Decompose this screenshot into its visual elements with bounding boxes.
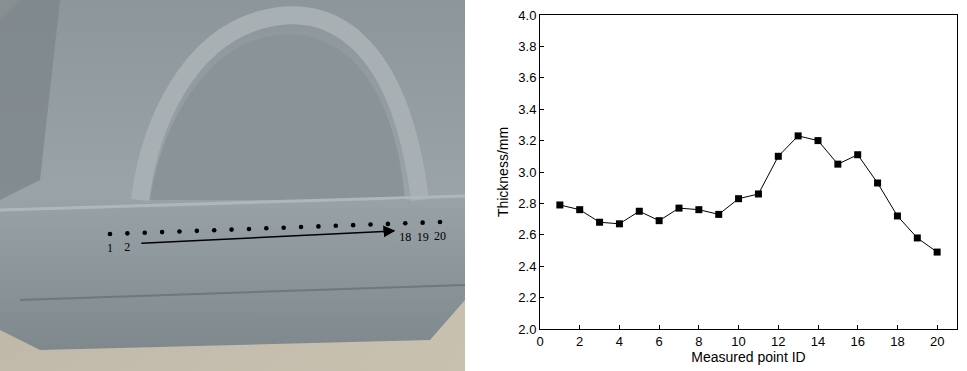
svg-text:3.8: 3.8: [518, 39, 536, 54]
svg-text:3.4: 3.4: [518, 102, 536, 117]
svg-text:4: 4: [616, 334, 623, 349]
svg-text:14: 14: [811, 334, 825, 349]
svg-text:Thickness/mm: Thickness/mm: [495, 127, 511, 217]
svg-text:2.6: 2.6: [518, 227, 536, 242]
svg-text:4.0: 4.0: [518, 8, 536, 23]
svg-text:6: 6: [656, 334, 663, 349]
svg-text:18: 18: [399, 230, 411, 244]
svg-text:2.8: 2.8: [518, 196, 536, 211]
svg-text:3.0: 3.0: [518, 165, 536, 180]
svg-text:2.4: 2.4: [518, 259, 536, 274]
svg-text:2.0: 2.0: [518, 322, 536, 337]
svg-text:18: 18: [890, 334, 904, 349]
svg-text:20: 20: [434, 229, 446, 243]
svg-text:19: 19: [417, 230, 429, 244]
svg-text:Measured point ID: Measured point ID: [691, 349, 805, 365]
svg-text:1: 1: [107, 241, 113, 255]
svg-text:3.6: 3.6: [518, 70, 536, 85]
svg-text:2: 2: [576, 334, 583, 349]
svg-text:8: 8: [695, 334, 702, 349]
svg-text:10: 10: [731, 334, 745, 349]
svg-text:2.2: 2.2: [518, 290, 536, 305]
svg-text:0: 0: [536, 334, 543, 349]
svg-text:3.2: 3.2: [518, 133, 536, 148]
svg-text:12: 12: [771, 334, 785, 349]
svg-text:16: 16: [850, 334, 864, 349]
svg-text:2: 2: [124, 240, 130, 254]
svg-text:20: 20: [930, 334, 944, 349]
